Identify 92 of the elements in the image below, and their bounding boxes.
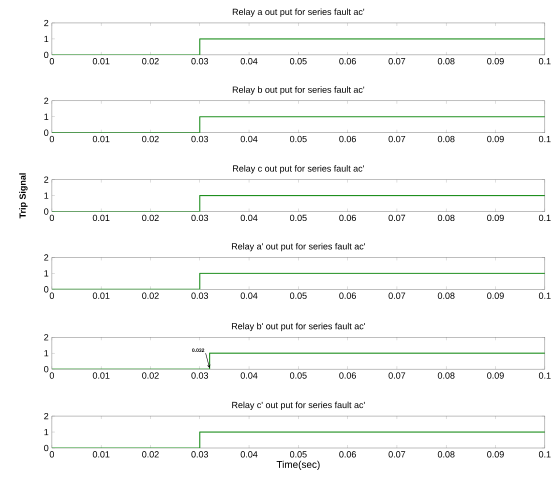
chart-title: Relay b' out put for series fault ac' <box>232 322 365 332</box>
y-tick-label: 1 <box>44 270 48 276</box>
x-tick-label: 0.08 <box>438 214 455 222</box>
y-tick-label: 0 <box>44 286 48 293</box>
x-tick-label: 0.1 <box>538 58 551 64</box>
x-tick-label: 0.07 <box>388 451 406 458</box>
x-tick-label: 0 <box>50 136 54 142</box>
x-tick-label: 0.08 <box>438 372 455 379</box>
x-tick-label: 0.1 <box>538 451 551 458</box>
x-tick-label: 0.05 <box>290 451 307 458</box>
x-tick-label: 0.06 <box>339 451 356 458</box>
x-tick-label: 0.03 <box>191 292 208 299</box>
x-tick-label: 0.06 <box>339 292 356 299</box>
x-tick-label: 0.07 <box>388 136 406 142</box>
x-tick-label: 0.09 <box>487 372 504 379</box>
chart-title: Relay c' out put for series fault ac' <box>232 402 365 410</box>
x-tick-label: 0.09 <box>487 451 504 458</box>
x-tick-label: 0.02 <box>142 58 159 64</box>
x-tick-label: 0.04 <box>240 451 258 458</box>
x-tick-label: 0.03 <box>191 372 208 379</box>
x-tick-label: 0.1 <box>538 292 551 299</box>
x-tick-label: 0 <box>50 292 54 299</box>
x-tick-label: 0.07 <box>388 292 406 299</box>
x-tick-label: 0.08 <box>438 451 455 458</box>
y-tick-label: 1 <box>44 428 48 436</box>
y-tick-label: 1 <box>44 114 48 120</box>
x-tick-label: 0.1 <box>538 136 551 142</box>
x-tick-label: 0.1 <box>538 372 551 379</box>
x-tick-label: 0.09 <box>487 214 504 222</box>
y-tick-label: 2 <box>44 334 48 340</box>
y-tick-label: 2 <box>44 20 48 26</box>
x-tick-label: 0 <box>50 58 54 64</box>
x-tick-label: 0.01 <box>92 292 110 299</box>
x-tick-label: 0.09 <box>487 136 504 142</box>
y-tick-label: 0 <box>44 52 48 58</box>
x-tick-label: 0.04 <box>240 58 258 64</box>
y-tick-label: 0 <box>44 208 48 215</box>
x-tick-label: 0.06 <box>339 372 356 379</box>
y-tick-label: 2 <box>44 412 48 420</box>
x-tick-label: 0.07 <box>388 58 406 64</box>
x-tick-label: 0.06 <box>339 136 356 142</box>
y-tick-label: 0 <box>44 130 48 136</box>
x-tick-label: 0.07 <box>388 214 406 222</box>
x-tick-label: 0.03 <box>191 214 208 222</box>
x-tick-label: 0.04 <box>240 214 258 222</box>
x-tick-label: 0 <box>50 451 54 458</box>
y-axis-title: Trip Signal <box>19 173 28 218</box>
x-tick-label: 0.1 <box>538 214 551 222</box>
x-tick-label: 0.01 <box>92 136 110 142</box>
chart-title: Relay a out put for series fault ac' <box>232 8 364 17</box>
x-tick-label: 0.01 <box>92 451 110 458</box>
x-tick-label: 0.01 <box>92 58 110 64</box>
x-tick-label: 0.05 <box>290 292 307 299</box>
chart-title: Relay c out put for series fault ac' <box>233 165 364 174</box>
y-tick-label: 0 <box>44 366 48 372</box>
x-tick-label: 0.01 <box>92 372 110 379</box>
x-tick-label: 0.03 <box>191 58 208 64</box>
chart-title: Relay a' out put for series fault ac' <box>232 242 365 252</box>
x-tick-label: 0.05 <box>290 214 307 222</box>
x-tick-label: 0.02 <box>142 451 159 458</box>
x-tick-label: 0.05 <box>290 58 307 64</box>
chart-title: Relay b out put for series fault ac' <box>232 86 364 95</box>
x-tick-label: 0.04 <box>240 292 258 299</box>
x-tick-label: 0.02 <box>142 214 159 222</box>
x-tick-label: 0.02 <box>142 136 159 142</box>
x-tick-label: 0 <box>50 214 54 222</box>
x-tick-label: 0 <box>50 372 54 379</box>
x-tick-label: 0.04 <box>240 136 258 142</box>
x-tick-label: 0.05 <box>290 372 307 379</box>
x-tick-label: 0.02 <box>142 372 159 379</box>
x-tick-label: 0.03 <box>191 451 208 458</box>
x-tick-label: 0.09 <box>487 58 504 64</box>
y-tick-label: 0 <box>44 444 48 452</box>
y-tick-label: 1 <box>44 192 48 199</box>
x-tick-label: 0.08 <box>438 58 455 64</box>
y-tick-label: 2 <box>44 254 48 261</box>
x-tick-label: 0.05 <box>290 136 307 142</box>
x-tick-label: 0.06 <box>339 58 356 64</box>
x-tick-label: 0.07 <box>388 372 406 379</box>
y-tick-label: 2 <box>44 176 48 183</box>
x-tick-label: 0.03 <box>191 136 208 142</box>
x-tick-label: 0.08 <box>438 136 455 142</box>
x-axis-title: Time(sec) <box>276 460 320 470</box>
x-tick-label: 0.02 <box>142 292 159 299</box>
x-tick-label: 0.04 <box>240 372 258 379</box>
y-tick-label: 2 <box>44 98 48 104</box>
x-tick-label: 0.06 <box>339 214 356 222</box>
x-tick-label: 0.08 <box>438 292 455 299</box>
x-tick-label: 0.09 <box>487 292 504 299</box>
y-tick-label: 1 <box>44 350 48 356</box>
x-tick-label: 0.01 <box>92 214 110 222</box>
y-tick-label: 1 <box>44 36 48 42</box>
